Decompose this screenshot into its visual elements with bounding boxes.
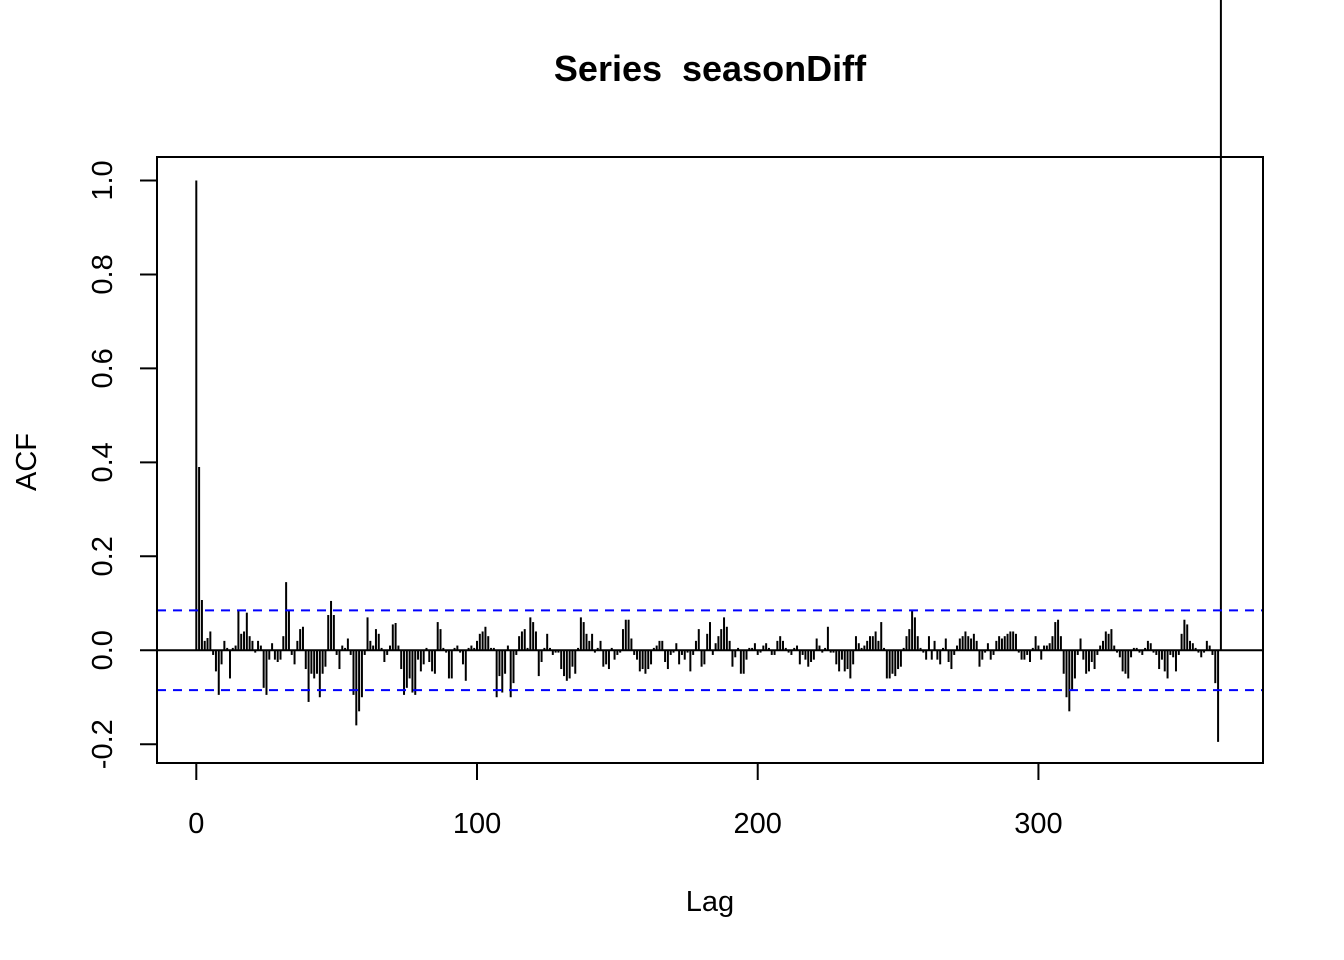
y-tick-label: -0.2: [87, 719, 119, 769]
x-tick-label: 300: [1014, 808, 1062, 840]
y-axis-label: ACF: [11, 433, 43, 491]
acf-bars: [195, 0, 1222, 742]
x-axis: 0 100 200 300: [188, 762, 1063, 840]
y-tick-label: 0.2: [87, 536, 119, 576]
y-tick-label: 0.0: [87, 630, 119, 670]
y-tick-label: 0.4: [87, 442, 119, 482]
x-tick-label: 100: [453, 808, 501, 840]
x-tick-label: 200: [734, 808, 782, 840]
y-tick-label: 0.8: [87, 254, 119, 294]
x-tick-label: 0: [188, 808, 204, 840]
x-axis-label: Lag: [686, 886, 734, 918]
plot-area: [156, 0, 1264, 764]
y-axis: -0.2 0.0 0.2 0.4 0.6 0.8 1.0: [87, 160, 158, 769]
y-tick-label: 1.0: [87, 160, 119, 200]
chart-title: Series seasonDiff: [554, 48, 867, 89]
y-tick-label: 0.6: [87, 348, 119, 388]
